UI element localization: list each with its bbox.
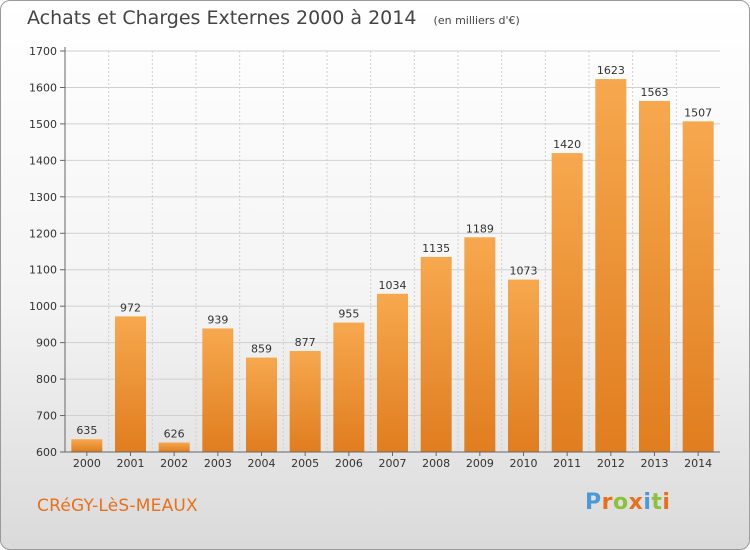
- x-tick-label: 2007: [379, 457, 407, 470]
- logo-letter: P: [585, 490, 602, 515]
- data-label: 859: [251, 343, 272, 356]
- y-tick-label: 1600: [29, 81, 57, 94]
- bar-2008: [420, 256, 452, 452]
- x-tick-label: 2000: [73, 457, 101, 470]
- logo-letter: r: [601, 490, 613, 515]
- x-tick-label: 2004: [248, 457, 276, 470]
- proxiti-logo: Proxiti: [585, 490, 670, 515]
- logo-letter: i: [643, 490, 652, 515]
- data-label: 1420: [553, 138, 581, 151]
- data-label: 939: [207, 313, 228, 326]
- y-tick-label: 900: [36, 337, 57, 350]
- y-tick-label: 1400: [29, 154, 57, 167]
- x-tick-label: 2006: [335, 457, 363, 470]
- data-label: 1135: [422, 242, 450, 255]
- x-tick-label: 2005: [291, 457, 319, 470]
- y-tick-label: 1300: [29, 191, 57, 204]
- bar-2011: [551, 153, 583, 452]
- data-label: 877: [295, 336, 316, 349]
- data-label: 626: [164, 428, 185, 441]
- bar-2002: [158, 442, 190, 452]
- x-tick-label: 2011: [553, 457, 581, 470]
- y-tick-label: 1000: [29, 300, 57, 313]
- y-tick-label: 600: [36, 446, 57, 459]
- bar-series: 635 972 626 939 859 877 955 1034 1135 1189 1073 142…: [71, 64, 714, 453]
- bar-2003: [202, 328, 234, 452]
- logo-letter: i: [662, 490, 671, 515]
- bar-2009: [464, 237, 496, 452]
- bar-2012: [595, 79, 627, 452]
- chart-unit-label: (en milliers d'€): [433, 14, 520, 27]
- y-tick-label: 1500: [29, 118, 57, 131]
- bar-2010: [508, 279, 539, 452]
- bar-2001: [115, 316, 146, 452]
- x-tick-label: 2014: [684, 457, 712, 470]
- bar-2005: [289, 351, 321, 452]
- x-tick-label: 2009: [466, 457, 494, 470]
- x-tick-label: 2008: [422, 457, 450, 470]
- chart-title-row: Achats et Charges Externes 2000 à 2014 (…: [27, 7, 520, 29]
- bar-2006: [333, 322, 365, 452]
- x-tick-label: 2001: [117, 457, 145, 470]
- bar-2014: [682, 121, 714, 452]
- x-tick-label: 2010: [510, 457, 538, 470]
- y-tick-label: 700: [36, 410, 57, 423]
- bar-2004: [246, 357, 277, 452]
- place-name: CRéGY-LèS-MEAUX: [37, 496, 198, 516]
- data-label: 955: [338, 308, 359, 321]
- data-label: 1034: [379, 279, 407, 292]
- data-label: 1507: [684, 106, 712, 119]
- bar-2013: [639, 100, 670, 453]
- logo-letter: x: [628, 490, 644, 515]
- chart-title: Achats et Charges Externes 2000 à 2014: [27, 7, 417, 29]
- x-tick-label: 2013: [641, 457, 669, 470]
- bar-2000: [71, 439, 103, 452]
- data-label: 1563: [641, 86, 669, 99]
- x-tick-label: 2002: [160, 457, 188, 470]
- logo-letter: t: [651, 490, 663, 515]
- data-label: 972: [120, 301, 141, 314]
- y-tick-label: 1200: [29, 227, 57, 240]
- x-tick-label: 2012: [597, 457, 625, 470]
- x-tick-label: 2003: [204, 457, 232, 470]
- y-tick-label: 1700: [29, 45, 57, 58]
- logo-letter: o: [612, 490, 629, 515]
- y-tick-label: 800: [36, 373, 57, 386]
- data-label: 635: [76, 424, 97, 437]
- data-label: 1073: [510, 265, 538, 278]
- axes: 600 700 800 900 1000 1100 1200 1300 1400 1500 1600…: [29, 45, 720, 470]
- y-tick-label: 1100: [29, 264, 57, 277]
- data-label: 1623: [597, 64, 625, 77]
- bar-2007: [377, 293, 408, 452]
- data-label: 1189: [466, 222, 494, 235]
